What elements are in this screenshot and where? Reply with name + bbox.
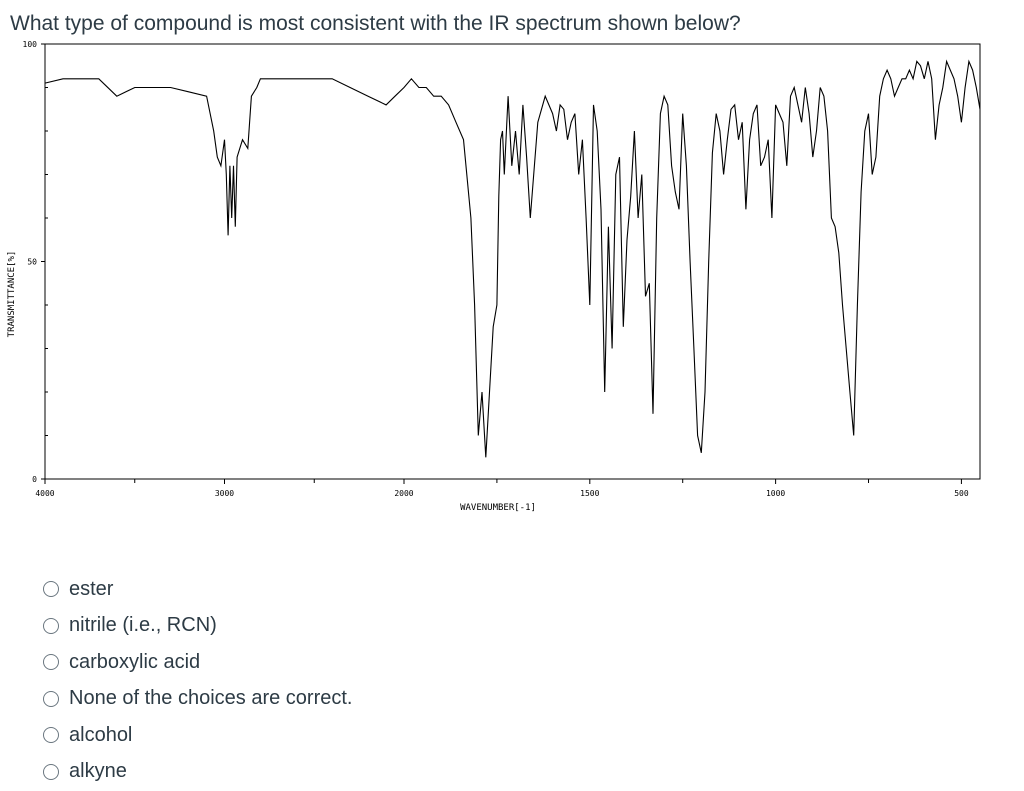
answer-choice[interactable]: alcohol [43,717,352,754]
x-axis-label: WAVENUMBER[-1] [460,503,536,513]
y-tick-label: 50 [27,258,37,267]
answer-choice-label: carboxylic acid [69,650,201,673]
x-tick-label: 1500 [580,489,599,498]
y-tick-label: 0 [32,475,37,484]
radio-button[interactable] [43,654,59,671]
answer-choice-label: alkyne [69,760,127,783]
y-axis-label: TRANSMITTANCE[%] [7,251,17,338]
answer-choice-label: None of the choices are correct. [69,687,353,710]
y-axis-ticks: 100 50 0 [23,40,48,484]
radio-button[interactable] [43,581,59,598]
answer-choice-label: nitrile (i.e., RCN) [69,614,217,637]
radio-button[interactable] [43,727,59,744]
answer-choice[interactable]: carboxylic acid [43,644,352,681]
x-tick-label: 3000 [215,489,234,498]
answer-choice-label: ester [69,577,114,600]
x-tick-label: 1000 [766,489,785,498]
answer-choices: ester nitrile (i.e., RCN) carboxylic acid N… [43,571,352,790]
question-text: What type of compound is most consistent… [10,12,741,35]
spectrum-series [44,59,981,458]
radio-button[interactable] [43,763,59,780]
y-tick-label: 100 [23,40,38,49]
answer-choice[interactable]: None of the choices are correct. [43,681,352,718]
x-tick-label: 4000 [35,489,54,498]
x-tick-label: 500 [954,489,969,498]
x-tick-label: 2000 [394,489,413,498]
x-axis-ticks: 4000 3000 2000 1500 1000 500 [35,479,969,498]
spectrum-line [44,59,981,458]
answer-choice[interactable]: nitrile (i.e., RCN) [43,608,352,645]
answer-choice[interactable]: ester [43,571,352,608]
radio-button[interactable] [43,617,59,634]
answer-choice[interactable]: alkyne [43,754,352,791]
answer-choice-label: alcohol [69,723,133,746]
radio-button[interactable] [43,690,59,707]
